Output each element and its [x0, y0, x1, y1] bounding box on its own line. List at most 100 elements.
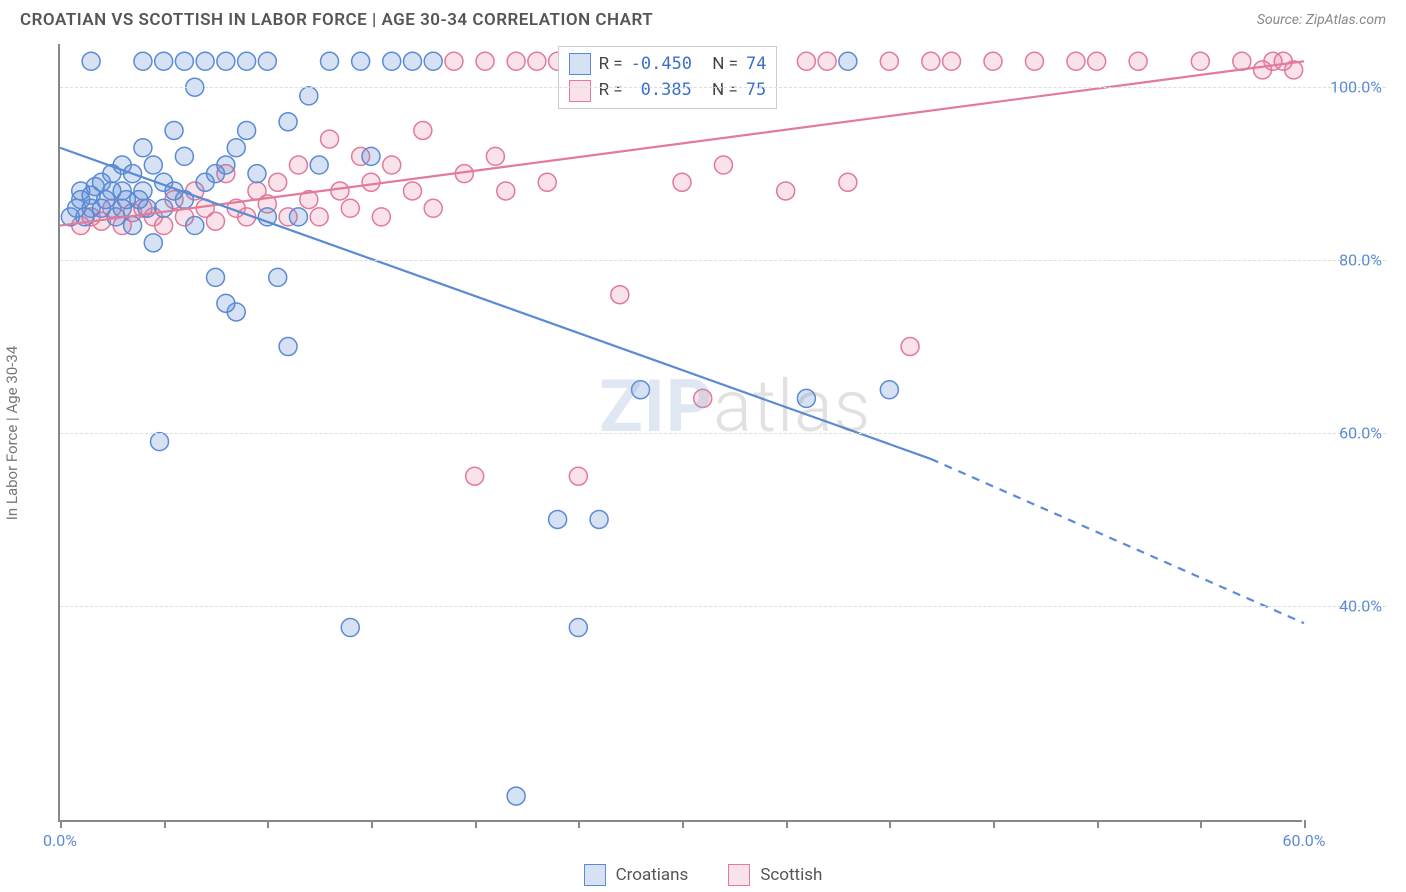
- bottom-legend: Croatians Scottish: [0, 864, 1406, 886]
- y-tick-label: 40.0%: [1339, 596, 1382, 615]
- stats-row-scottish: R = 0.385 N = 75: [569, 77, 767, 103]
- croatians-point: [279, 113, 297, 131]
- croatians-point: [424, 52, 442, 70]
- legend-label-croatians: Croatians: [616, 865, 689, 885]
- stat-n-label: N =: [712, 77, 738, 103]
- scottish-point: [984, 52, 1002, 70]
- scottish-point: [207, 212, 225, 230]
- source-name: ZipAtlas.com: [1306, 12, 1386, 28]
- croatians-point: [269, 268, 287, 286]
- scottish-point: [269, 173, 287, 191]
- croatians-point: [321, 52, 339, 70]
- croatians-point: [186, 217, 204, 235]
- croatians-point: [279, 338, 297, 356]
- croatians-point: [238, 52, 256, 70]
- gridline-h: [60, 606, 1386, 607]
- croatians-point: [248, 165, 266, 183]
- x-tick: [578, 820, 580, 828]
- croatians-n-value: 74: [746, 51, 766, 77]
- croatians-point: [569, 619, 587, 637]
- croatians-point: [590, 510, 608, 528]
- scottish-point: [901, 338, 919, 356]
- x-tick: [1097, 820, 1099, 828]
- scottish-swatch: [569, 80, 591, 102]
- x-tick: [60, 820, 62, 828]
- legend-item-croatians: Croatians: [584, 864, 689, 886]
- scottish-point: [797, 52, 815, 70]
- y-tick-label: 100.0%: [1330, 78, 1382, 97]
- scottish-point: [331, 182, 349, 200]
- croatians-point: [175, 147, 193, 165]
- croatians-swatch-icon: [584, 864, 606, 886]
- y-tick-label: 60.0%: [1339, 424, 1382, 443]
- scottish-point: [777, 182, 795, 200]
- scottish-point: [1129, 52, 1147, 70]
- croatians-point: [839, 52, 857, 70]
- scottish-point: [403, 182, 421, 200]
- croatians-point: [797, 389, 815, 407]
- croatians-point: [227, 303, 245, 321]
- scottish-point: [289, 156, 307, 174]
- scottish-point: [839, 173, 857, 191]
- croatians-point: [134, 139, 152, 157]
- scottish-point: [714, 156, 732, 174]
- scottish-point: [1025, 52, 1043, 70]
- scottish-point: [528, 52, 546, 70]
- croatians-point: [227, 139, 245, 157]
- scottish-point: [341, 199, 359, 217]
- plot-container: In Labor Force | Age 30-34 ZIPatlas R = …: [20, 44, 1386, 822]
- croatians-point: [300, 87, 318, 105]
- scottish-point: [155, 217, 173, 235]
- scottish-point: [1067, 52, 1085, 70]
- croatians-point: [144, 234, 162, 252]
- source-attribution: Source: ZipAtlas.com: [1257, 12, 1386, 28]
- scottish-point: [372, 208, 390, 226]
- croatians-point: [217, 156, 235, 174]
- x-tick: [786, 820, 788, 828]
- x-tick: [164, 820, 166, 828]
- croatians-point: [82, 52, 100, 70]
- scottish-point: [1088, 52, 1106, 70]
- x-tick: [682, 820, 684, 828]
- croatians-point: [165, 121, 183, 139]
- scottish-point: [321, 130, 339, 148]
- croatians-point: [175, 52, 193, 70]
- croatians-point: [632, 381, 650, 399]
- croatians-point: [383, 52, 401, 70]
- croatians-point: [362, 147, 380, 165]
- scottish-point: [466, 467, 484, 485]
- croatians-point: [238, 121, 256, 139]
- scottish-point: [673, 173, 691, 191]
- croatians-point: [507, 787, 525, 805]
- legend-item-scottish: Scottish: [728, 864, 822, 886]
- gridline-h: [60, 260, 1386, 261]
- source-prefix: Source:: [1257, 12, 1306, 28]
- scottish-point: [497, 182, 515, 200]
- croatians-point: [310, 156, 328, 174]
- croatians-point: [289, 208, 307, 226]
- scottish-point: [943, 52, 961, 70]
- croatians-point: [144, 156, 162, 174]
- stat-n-label: N =: [712, 51, 738, 77]
- croatians-point: [124, 217, 142, 235]
- scottish-point: [486, 147, 504, 165]
- croatians-r-value: -0.450: [631, 51, 692, 77]
- stat-r-label: R =: [599, 77, 623, 103]
- stat-r-label: R =: [599, 51, 623, 77]
- croatians-point: [155, 52, 173, 70]
- scottish-point: [362, 173, 380, 191]
- croatians-point: [549, 510, 567, 528]
- chart-svg: [60, 44, 1302, 820]
- x-tick: [1304, 820, 1306, 828]
- scottish-point: [476, 52, 494, 70]
- scottish-point: [611, 286, 629, 304]
- croatians-point: [403, 52, 421, 70]
- x-tick: [475, 820, 477, 828]
- x-tick: [267, 820, 269, 828]
- croatians-point: [134, 182, 152, 200]
- legend-label-scottish: Scottish: [760, 865, 822, 885]
- x-tick: [993, 820, 995, 828]
- scottish-point: [424, 199, 442, 217]
- scottish-point: [1191, 52, 1209, 70]
- scottish-point: [880, 52, 898, 70]
